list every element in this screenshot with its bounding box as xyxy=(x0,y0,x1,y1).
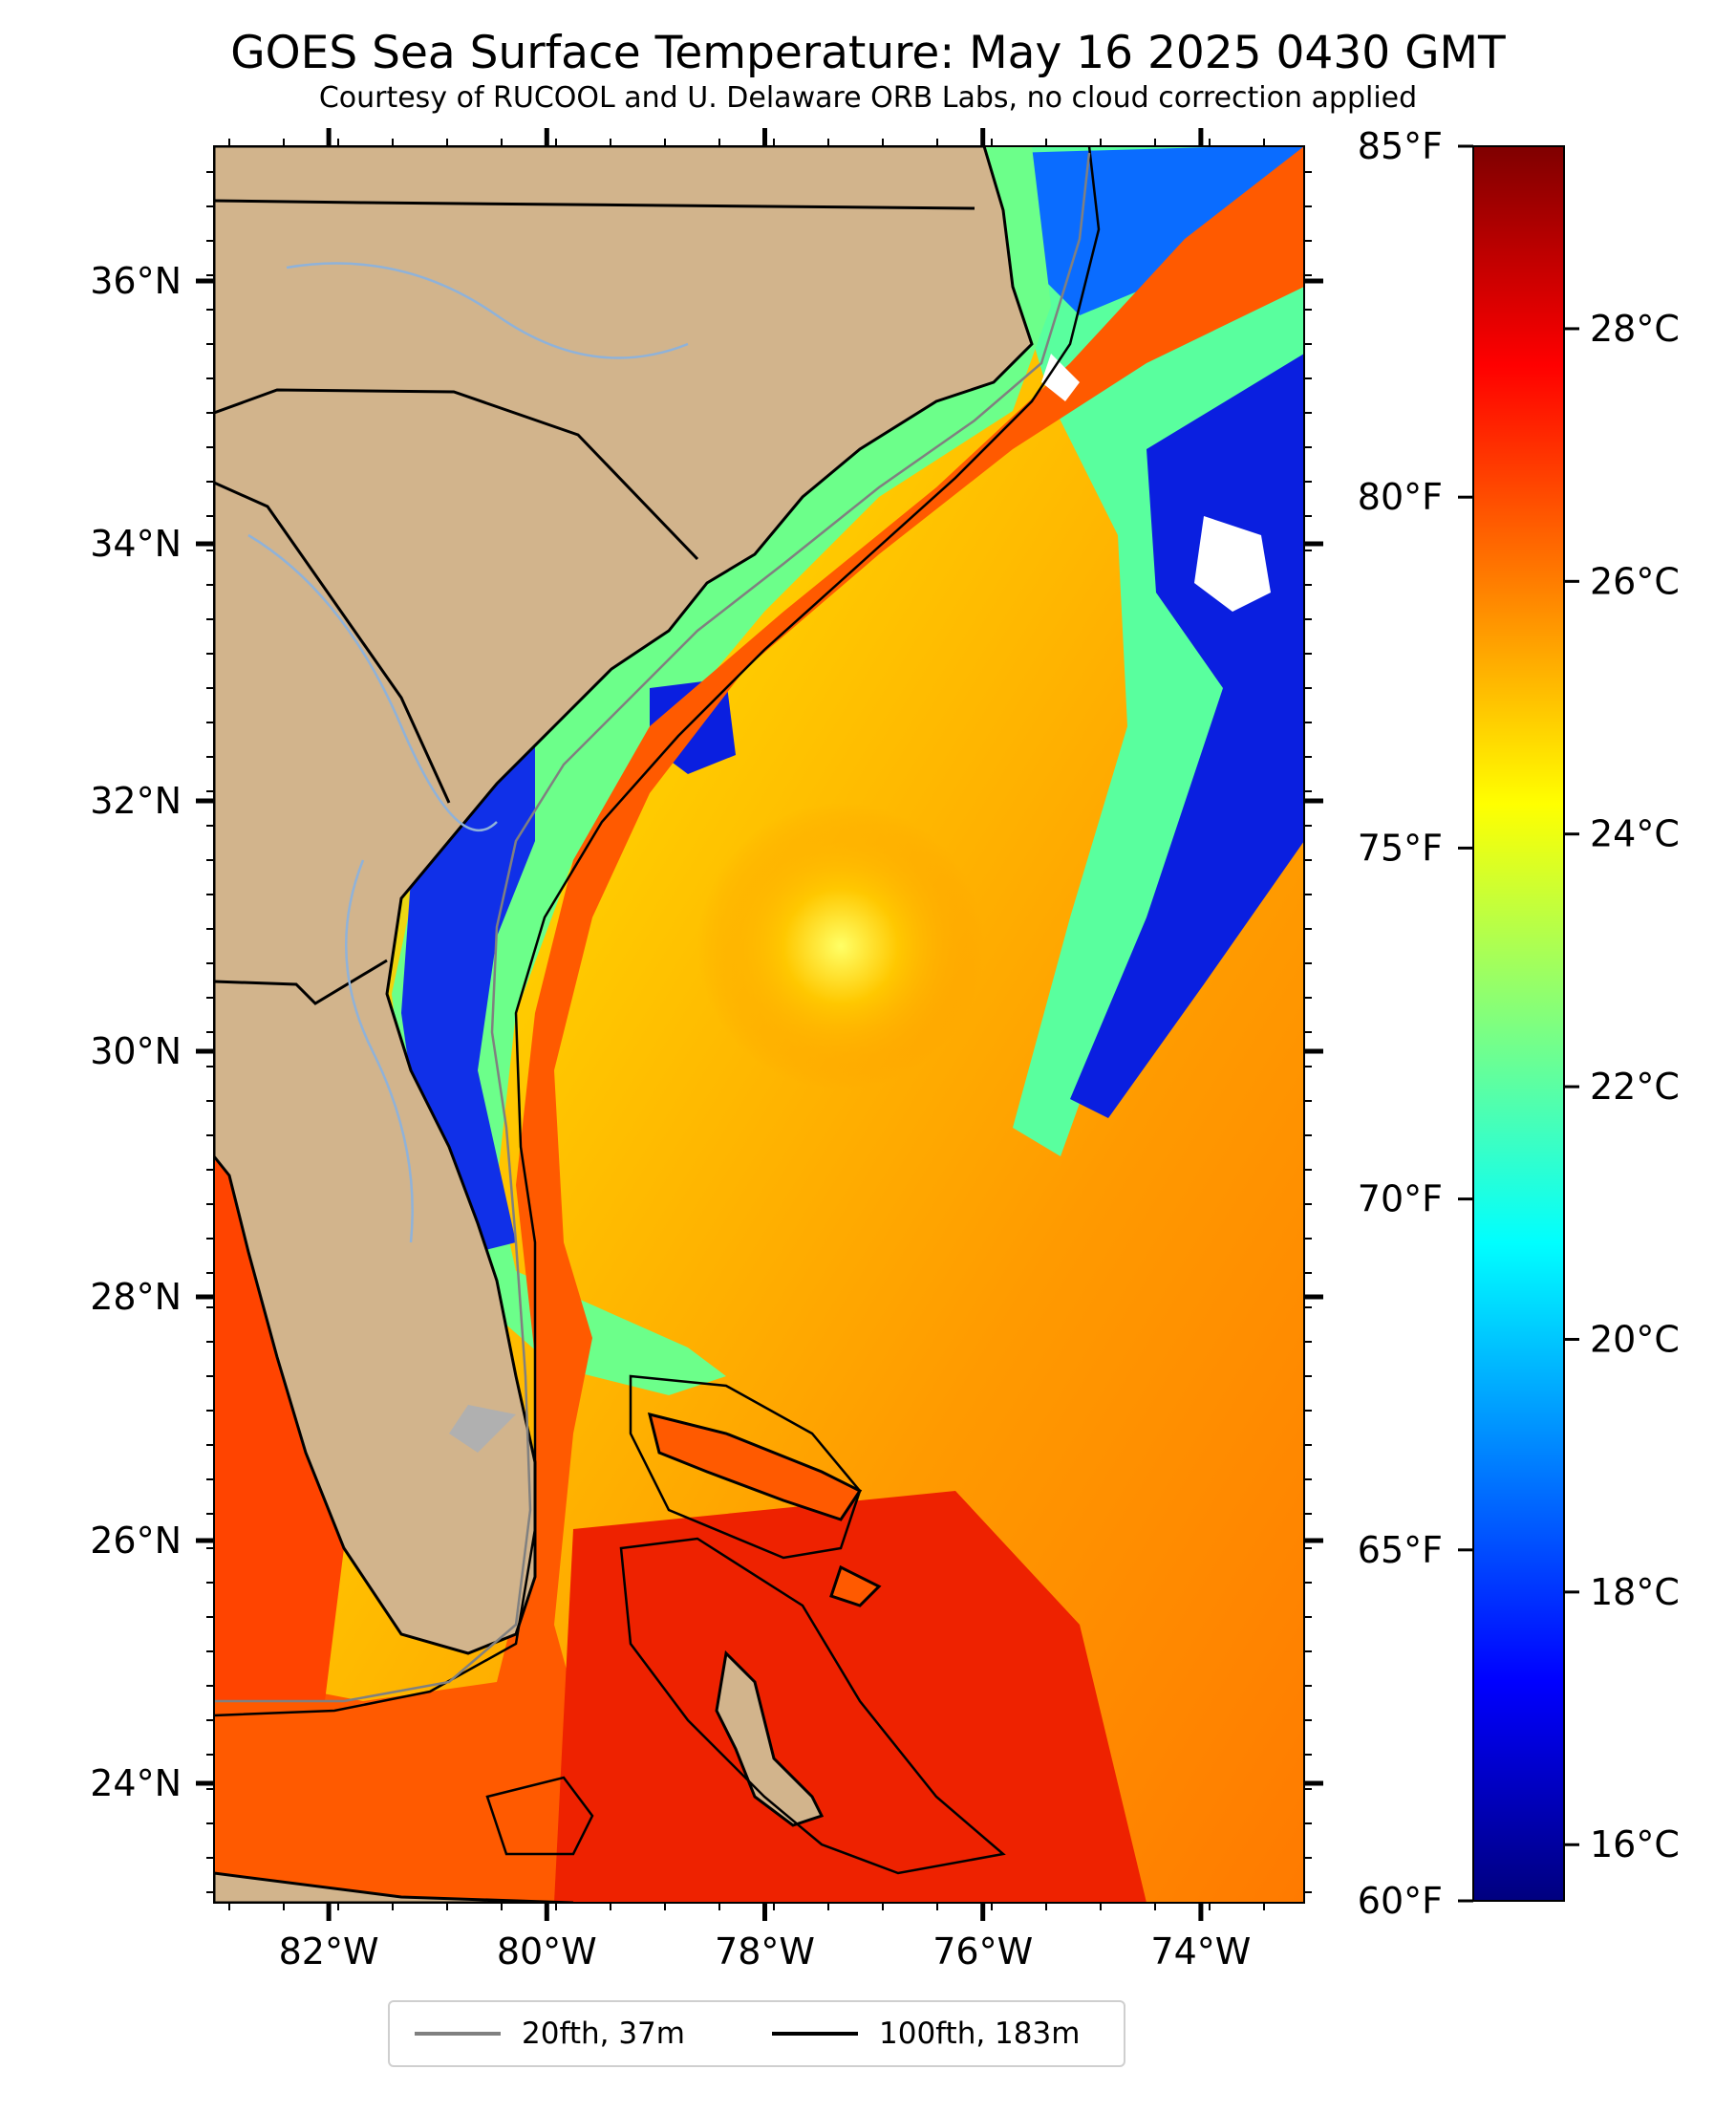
cloud-patch xyxy=(1041,354,1080,401)
state-border xyxy=(214,959,388,1005)
gulf-of-mexico-water xyxy=(214,1147,344,1701)
latitude-axis: 24°N 26°N 28°N 30°N 32°N 34°N 36°N xyxy=(90,171,1323,1893)
map-frame xyxy=(213,145,1305,1904)
lon-tick-label: 82°W xyxy=(279,1930,379,1973)
map-subtitle: Courtesy of RUCOOL and U. Delaware ORB L… xyxy=(318,81,1418,115)
legend-item-20fth: 20fth, 37m xyxy=(415,2002,685,2065)
contour-100fth xyxy=(619,1537,1006,1875)
celsius-tick-label: 16°C xyxy=(1590,1823,1680,1865)
state-border xyxy=(214,388,699,561)
andros-island xyxy=(715,1649,825,1827)
cold-water-north xyxy=(1003,146,1304,315)
fahrenheit-tick-label: 65°F xyxy=(1358,1529,1443,1571)
river xyxy=(247,533,498,832)
celsius-tick-label: 18°C xyxy=(1590,1571,1680,1613)
lon-tick-label: 80°W xyxy=(497,1930,597,1973)
shelf-waters xyxy=(392,146,1051,1395)
legend: 20fth, 37m 100fth, 183m xyxy=(388,2000,1125,2067)
cloud-patch xyxy=(1194,516,1271,612)
grand-bahama xyxy=(647,1412,863,1521)
legend-line-20fth xyxy=(415,2032,501,2036)
river xyxy=(345,859,414,1243)
gulf-stream xyxy=(214,146,1304,1903)
river xyxy=(286,262,689,359)
florida-straits-water xyxy=(554,1491,1147,1903)
legend-line-100fth xyxy=(772,2032,858,2036)
celsius-tick-label: 24°C xyxy=(1590,813,1680,855)
fahrenheit-tick-label: 80°F xyxy=(1358,476,1443,518)
map-title: GOES Sea Surface Temperature: May 16 202… xyxy=(230,27,1506,79)
colorbar xyxy=(1472,145,1565,1902)
lat-tick-label: 32°N xyxy=(90,780,182,822)
lon-tick-label: 78°W xyxy=(715,1930,815,1973)
us-mainland xyxy=(214,146,1034,1655)
map-panel xyxy=(214,146,1304,1903)
celsius-tick-label: 26°C xyxy=(1590,560,1680,602)
colorbar-celsius-axis: 28°C 26°C 24°C 22°C 20°C 18°C 16°C xyxy=(1564,308,1680,1865)
fahrenheit-tick-label: 85°F xyxy=(1358,125,1443,167)
fahrenheit-tick-label: 75°F xyxy=(1358,827,1443,869)
lat-tick-label: 28°N xyxy=(90,1276,182,1318)
lake-okeechobee xyxy=(449,1405,516,1453)
lat-tick-label: 34°N xyxy=(90,523,182,565)
lat-tick-label: 36°N xyxy=(90,260,182,302)
celsius-tick-label: 28°C xyxy=(1590,308,1680,350)
contour-100fth xyxy=(485,1776,594,1856)
lon-tick-label: 76°W xyxy=(932,1930,1033,1973)
state-border xyxy=(214,481,451,804)
contour-20fth xyxy=(214,152,1091,1703)
longitude-axis: 82°W 80°W 78°W 76°W 74°W xyxy=(228,128,1265,1973)
abaco-island xyxy=(829,1564,882,1607)
state-border xyxy=(214,199,975,210)
celsius-tick-label: 22°C xyxy=(1590,1066,1680,1108)
fahrenheit-tick-label: 70°F xyxy=(1358,1178,1443,1220)
lat-tick-label: 24°N xyxy=(90,1762,182,1804)
lat-tick-label: 26°N xyxy=(90,1520,182,1562)
warm-eddy xyxy=(697,803,984,1089)
legend-label-20fth: 20fth, 37m xyxy=(522,2016,685,2051)
legend-item-100fth: 100fth, 183m xyxy=(772,2002,1080,2065)
colorbar-fahrenheit-axis: 85°F 80°F 75°F 70°F 65°F 60°F xyxy=(1358,125,1473,1922)
legend-label-100fth: 100fth, 183m xyxy=(879,2016,1081,2051)
cuba-coast xyxy=(214,1871,574,1903)
lat-tick-label: 30°N xyxy=(90,1030,182,1072)
contour-100fth xyxy=(214,146,1101,1717)
fahrenheit-tick-label: 60°F xyxy=(1358,1880,1443,1922)
lon-tick-label: 74°W xyxy=(1150,1930,1251,1973)
contour-100fth xyxy=(629,1374,862,1560)
celsius-tick-label: 20°C xyxy=(1590,1318,1680,1360)
